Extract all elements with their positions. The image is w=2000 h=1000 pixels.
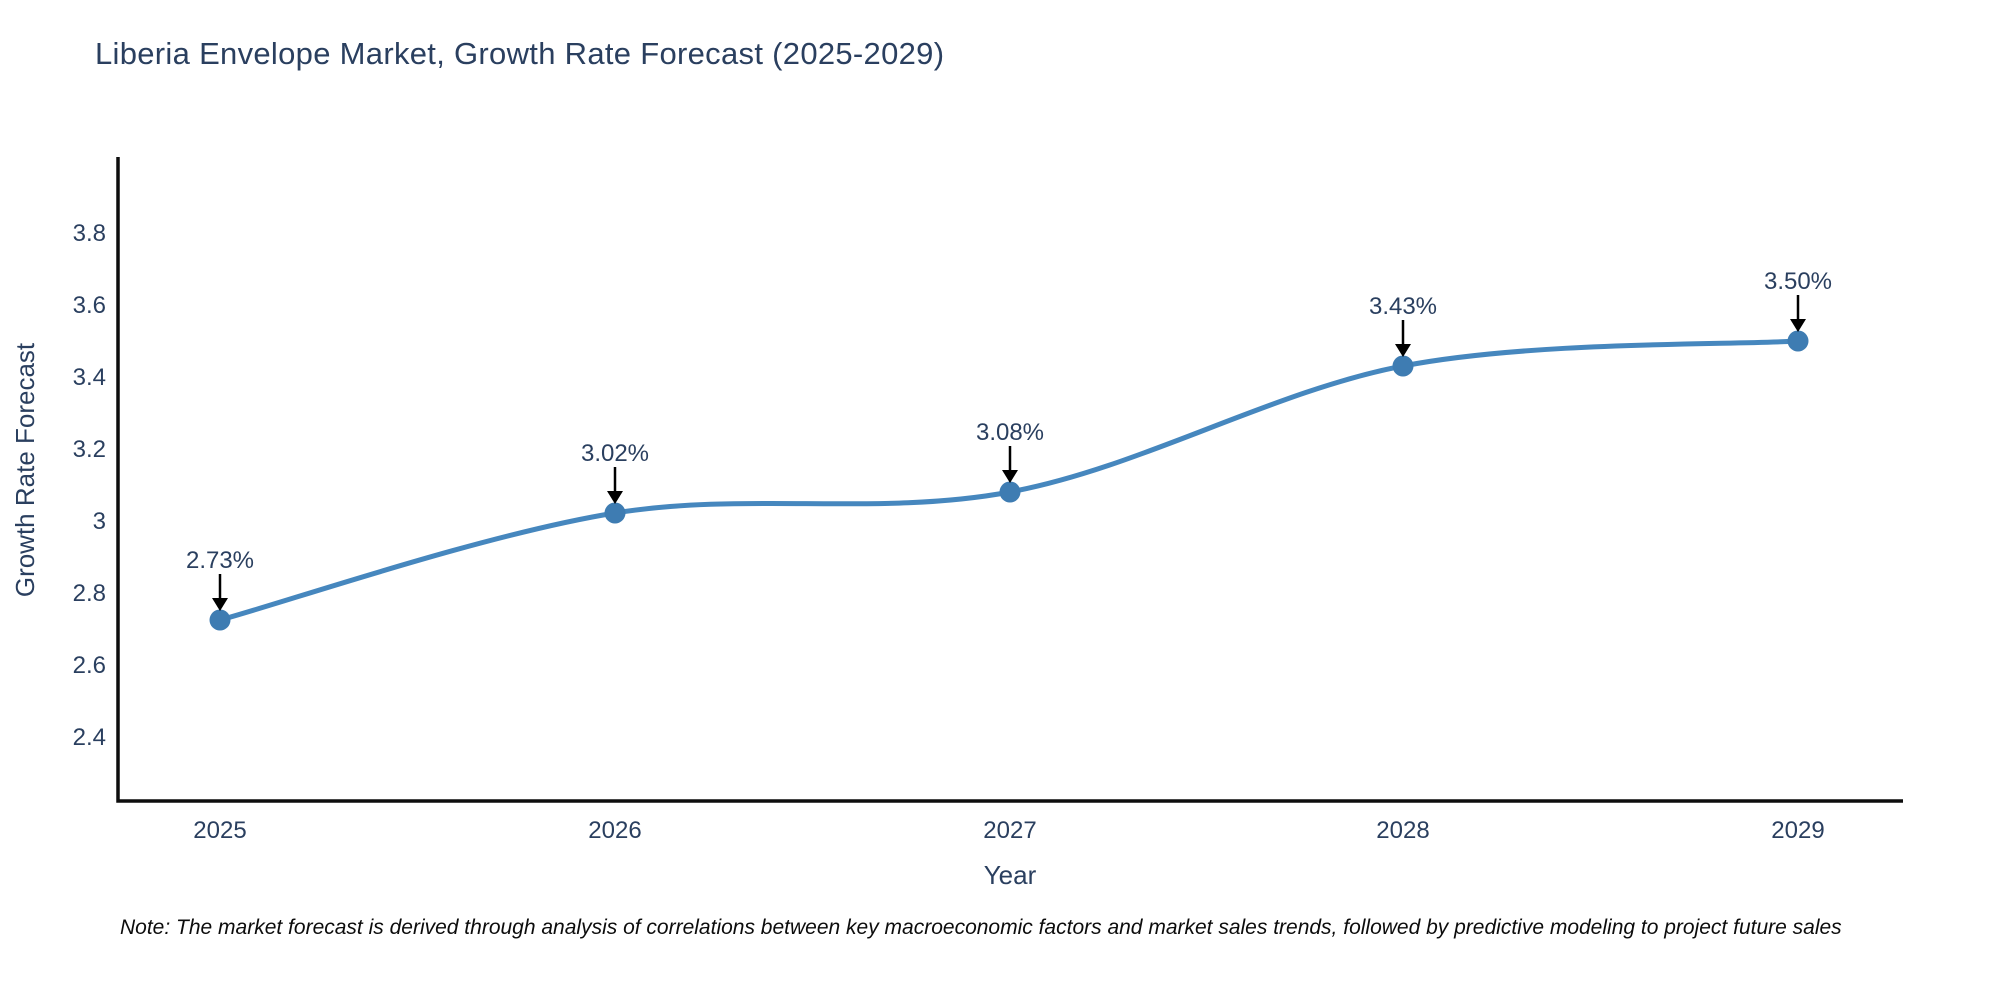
data-point-marker[interactable] — [999, 481, 1021, 503]
y-tick-label: 3.8 — [73, 220, 106, 247]
data-point-value-label: 3.43% — [1369, 293, 1437, 320]
x-tick-label: 2029 — [1771, 817, 1824, 844]
y-axis-title: Growth Rate Forecast — [10, 342, 40, 597]
annotation-arrow — [607, 467, 623, 504]
x-axis-title: Year — [984, 860, 1037, 890]
x-tick-label: 2027 — [983, 817, 1036, 844]
annotation-arrow — [1395, 320, 1411, 357]
x-tick-label: 2025 — [193, 817, 246, 844]
y-tick-label: 3.4 — [73, 364, 106, 391]
data-point-marker[interactable] — [1787, 330, 1809, 352]
data-point-marker[interactable] — [209, 609, 231, 631]
y-tick-label: 3 — [93, 508, 106, 535]
x-tick-label: 2026 — [588, 817, 641, 844]
chart-footnote: Note: The market forecast is derived thr… — [120, 916, 1842, 939]
annotation-arrow — [1002, 446, 1018, 483]
x-tick-label: 2028 — [1376, 817, 1429, 844]
y-tick-label: 3.2 — [73, 436, 106, 463]
data-point-value-label: 3.50% — [1764, 268, 1832, 295]
annotation-arrow — [212, 574, 228, 611]
data-point-value-label: 3.08% — [976, 419, 1044, 446]
data-point-marker[interactable] — [604, 502, 626, 524]
data-point-value-label: 2.73% — [186, 547, 254, 574]
data-point-marker[interactable] — [1392, 355, 1414, 377]
y-tick-label: 2.8 — [73, 580, 106, 607]
y-tick-label: 2.6 — [73, 652, 106, 679]
axis-lines — [116, 157, 1903, 803]
y-tick-label: 3.6 — [73, 292, 106, 319]
y-tick-label: 2.4 — [73, 724, 106, 751]
data-point-value-label: 3.02% — [581, 440, 649, 467]
chart-title: Liberia Envelope Market, Growth Rate For… — [95, 36, 945, 71]
annotation-arrow — [1790, 295, 1806, 332]
